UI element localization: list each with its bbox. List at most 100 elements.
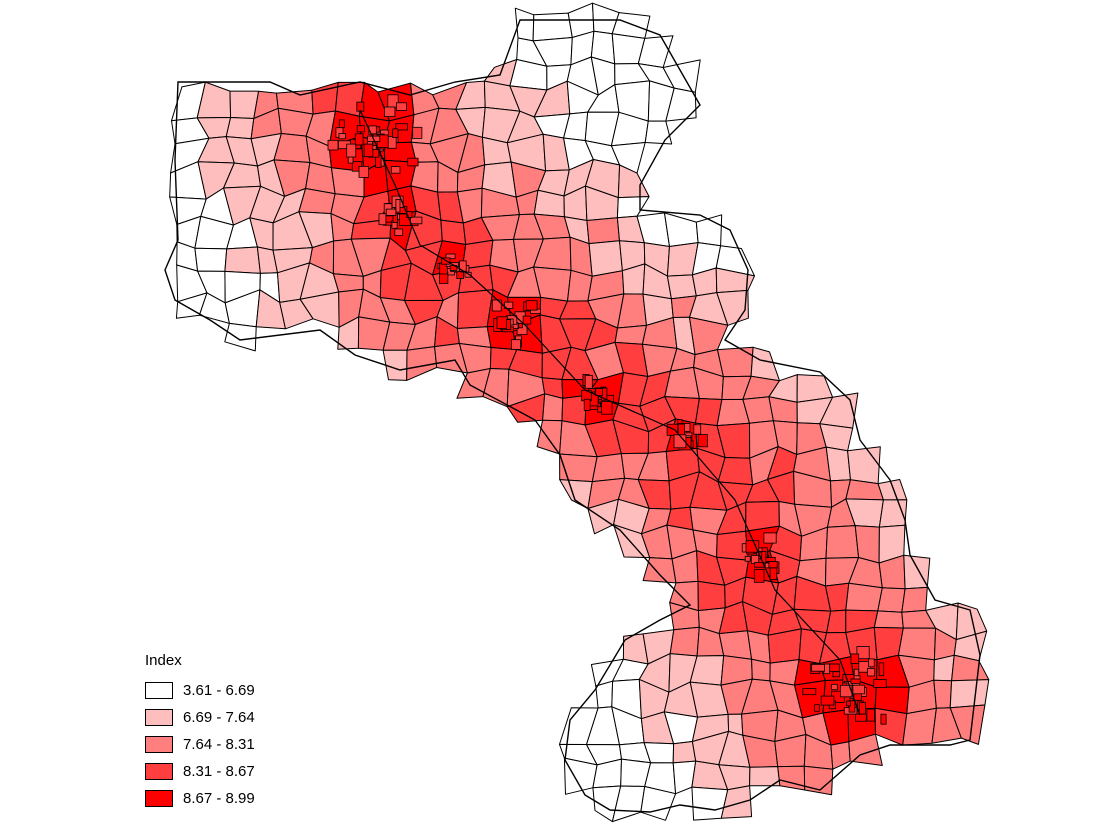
map-region bbox=[586, 217, 620, 245]
urban-tract bbox=[846, 700, 851, 707]
map-region bbox=[644, 120, 673, 145]
urban-tract bbox=[831, 683, 838, 691]
legend-item: 8.31 - 8.67 bbox=[145, 758, 285, 785]
map-region bbox=[542, 393, 564, 422]
urban-tract bbox=[395, 102, 407, 111]
map-region bbox=[825, 446, 851, 482]
urban-tract bbox=[386, 135, 397, 149]
map-region bbox=[902, 707, 937, 746]
map-region bbox=[933, 679, 953, 709]
urban-tract bbox=[878, 662, 885, 677]
legend-item: 8.67 - 8.99 bbox=[145, 785, 285, 812]
urban-tract bbox=[407, 157, 419, 167]
urban-tract bbox=[445, 253, 456, 260]
urban-tract bbox=[873, 679, 887, 688]
map-region bbox=[897, 627, 937, 661]
urban-tract bbox=[880, 713, 887, 725]
map-legend: Index 3.61 - 6.69 6.69 - 7.64 7.64 - 8.3… bbox=[145, 651, 285, 812]
legend-swatch bbox=[145, 763, 173, 780]
urban-tract bbox=[745, 540, 760, 553]
map-region bbox=[750, 346, 780, 382]
urban-tract bbox=[584, 374, 593, 389]
map-region bbox=[224, 246, 261, 274]
urban-tract bbox=[858, 702, 866, 715]
map-region bbox=[845, 582, 883, 612]
map-region bbox=[569, 236, 593, 277]
map-region bbox=[803, 765, 834, 796]
map-region bbox=[224, 322, 257, 352]
urban-tract bbox=[395, 123, 408, 131]
map-region bbox=[559, 479, 593, 509]
legend-item: 6.69 - 7.64 bbox=[145, 704, 285, 731]
urban-tract bbox=[464, 271, 472, 278]
urban-tract bbox=[601, 401, 613, 415]
legend-swatch bbox=[145, 682, 173, 699]
map-region bbox=[717, 346, 754, 378]
legend-label: 3.61 - 6.69 bbox=[183, 682, 255, 699]
legend-swatch bbox=[145, 709, 173, 726]
map-region bbox=[669, 626, 700, 657]
map-region bbox=[877, 587, 906, 613]
boundary-detail-layer bbox=[164, 19, 981, 813]
legend-label: 7.64 - 8.31 bbox=[183, 736, 255, 753]
urban-tract bbox=[356, 125, 365, 133]
urban-tract bbox=[395, 198, 401, 213]
legend-item: 3.61 - 6.69 bbox=[145, 677, 285, 704]
urban-tract bbox=[866, 708, 875, 722]
urban-tract bbox=[855, 713, 867, 722]
urban-tract bbox=[768, 561, 778, 569]
map-region bbox=[461, 239, 494, 270]
urban-tract bbox=[511, 339, 521, 350]
urban-tract bbox=[327, 139, 339, 151]
legend-swatch bbox=[145, 736, 173, 753]
legend-title: Index bbox=[145, 652, 182, 669]
urban-tract bbox=[595, 388, 603, 396]
urban-tract bbox=[769, 567, 778, 580]
urban-tract bbox=[666, 423, 679, 436]
urban-tract bbox=[852, 684, 865, 695]
urban-tract bbox=[392, 128, 399, 138]
urban-tract bbox=[391, 166, 401, 174]
map-outline bbox=[164, 19, 981, 813]
urban-tract bbox=[394, 228, 403, 236]
urban-tract bbox=[811, 664, 826, 672]
urban-tract bbox=[412, 126, 423, 139]
urban-tract bbox=[867, 668, 876, 677]
urban-tract bbox=[868, 658, 875, 668]
urban-tract bbox=[383, 106, 396, 118]
urban-tract bbox=[850, 653, 860, 664]
map-region bbox=[830, 741, 851, 770]
map-region bbox=[536, 419, 563, 455]
legend-label: 6.69 - 7.64 bbox=[183, 709, 255, 726]
urban-tract bbox=[850, 678, 861, 684]
urban-tract bbox=[358, 165, 370, 178]
map-region bbox=[559, 453, 598, 483]
map-region bbox=[614, 324, 647, 345]
map-region bbox=[588, 240, 623, 277]
urban-tract bbox=[354, 133, 364, 146]
map-region bbox=[951, 654, 990, 682]
urban-tract bbox=[496, 316, 508, 329]
urban-tract bbox=[753, 569, 765, 583]
map-region bbox=[664, 212, 699, 247]
urban-tract bbox=[764, 557, 776, 562]
urban-tract bbox=[820, 695, 835, 706]
map-region bbox=[751, 658, 771, 682]
urban-tract bbox=[814, 704, 820, 712]
map-region bbox=[874, 707, 908, 746]
urban-tract bbox=[744, 555, 751, 562]
urban-tract bbox=[504, 301, 514, 309]
legend-item: 7.64 - 8.31 bbox=[145, 731, 285, 758]
corridor-line bbox=[359, 109, 861, 716]
map-region bbox=[847, 446, 881, 485]
urban-tract bbox=[848, 700, 856, 713]
urban-tract bbox=[338, 119, 345, 129]
urban-tract bbox=[506, 319, 512, 330]
legend-label: 8.31 - 8.67 bbox=[183, 763, 255, 780]
map-region bbox=[591, 453, 626, 483]
map-region bbox=[616, 196, 650, 219]
map-region bbox=[532, 12, 573, 42]
map-region bbox=[767, 628, 802, 664]
urban-tract bbox=[525, 300, 538, 311]
